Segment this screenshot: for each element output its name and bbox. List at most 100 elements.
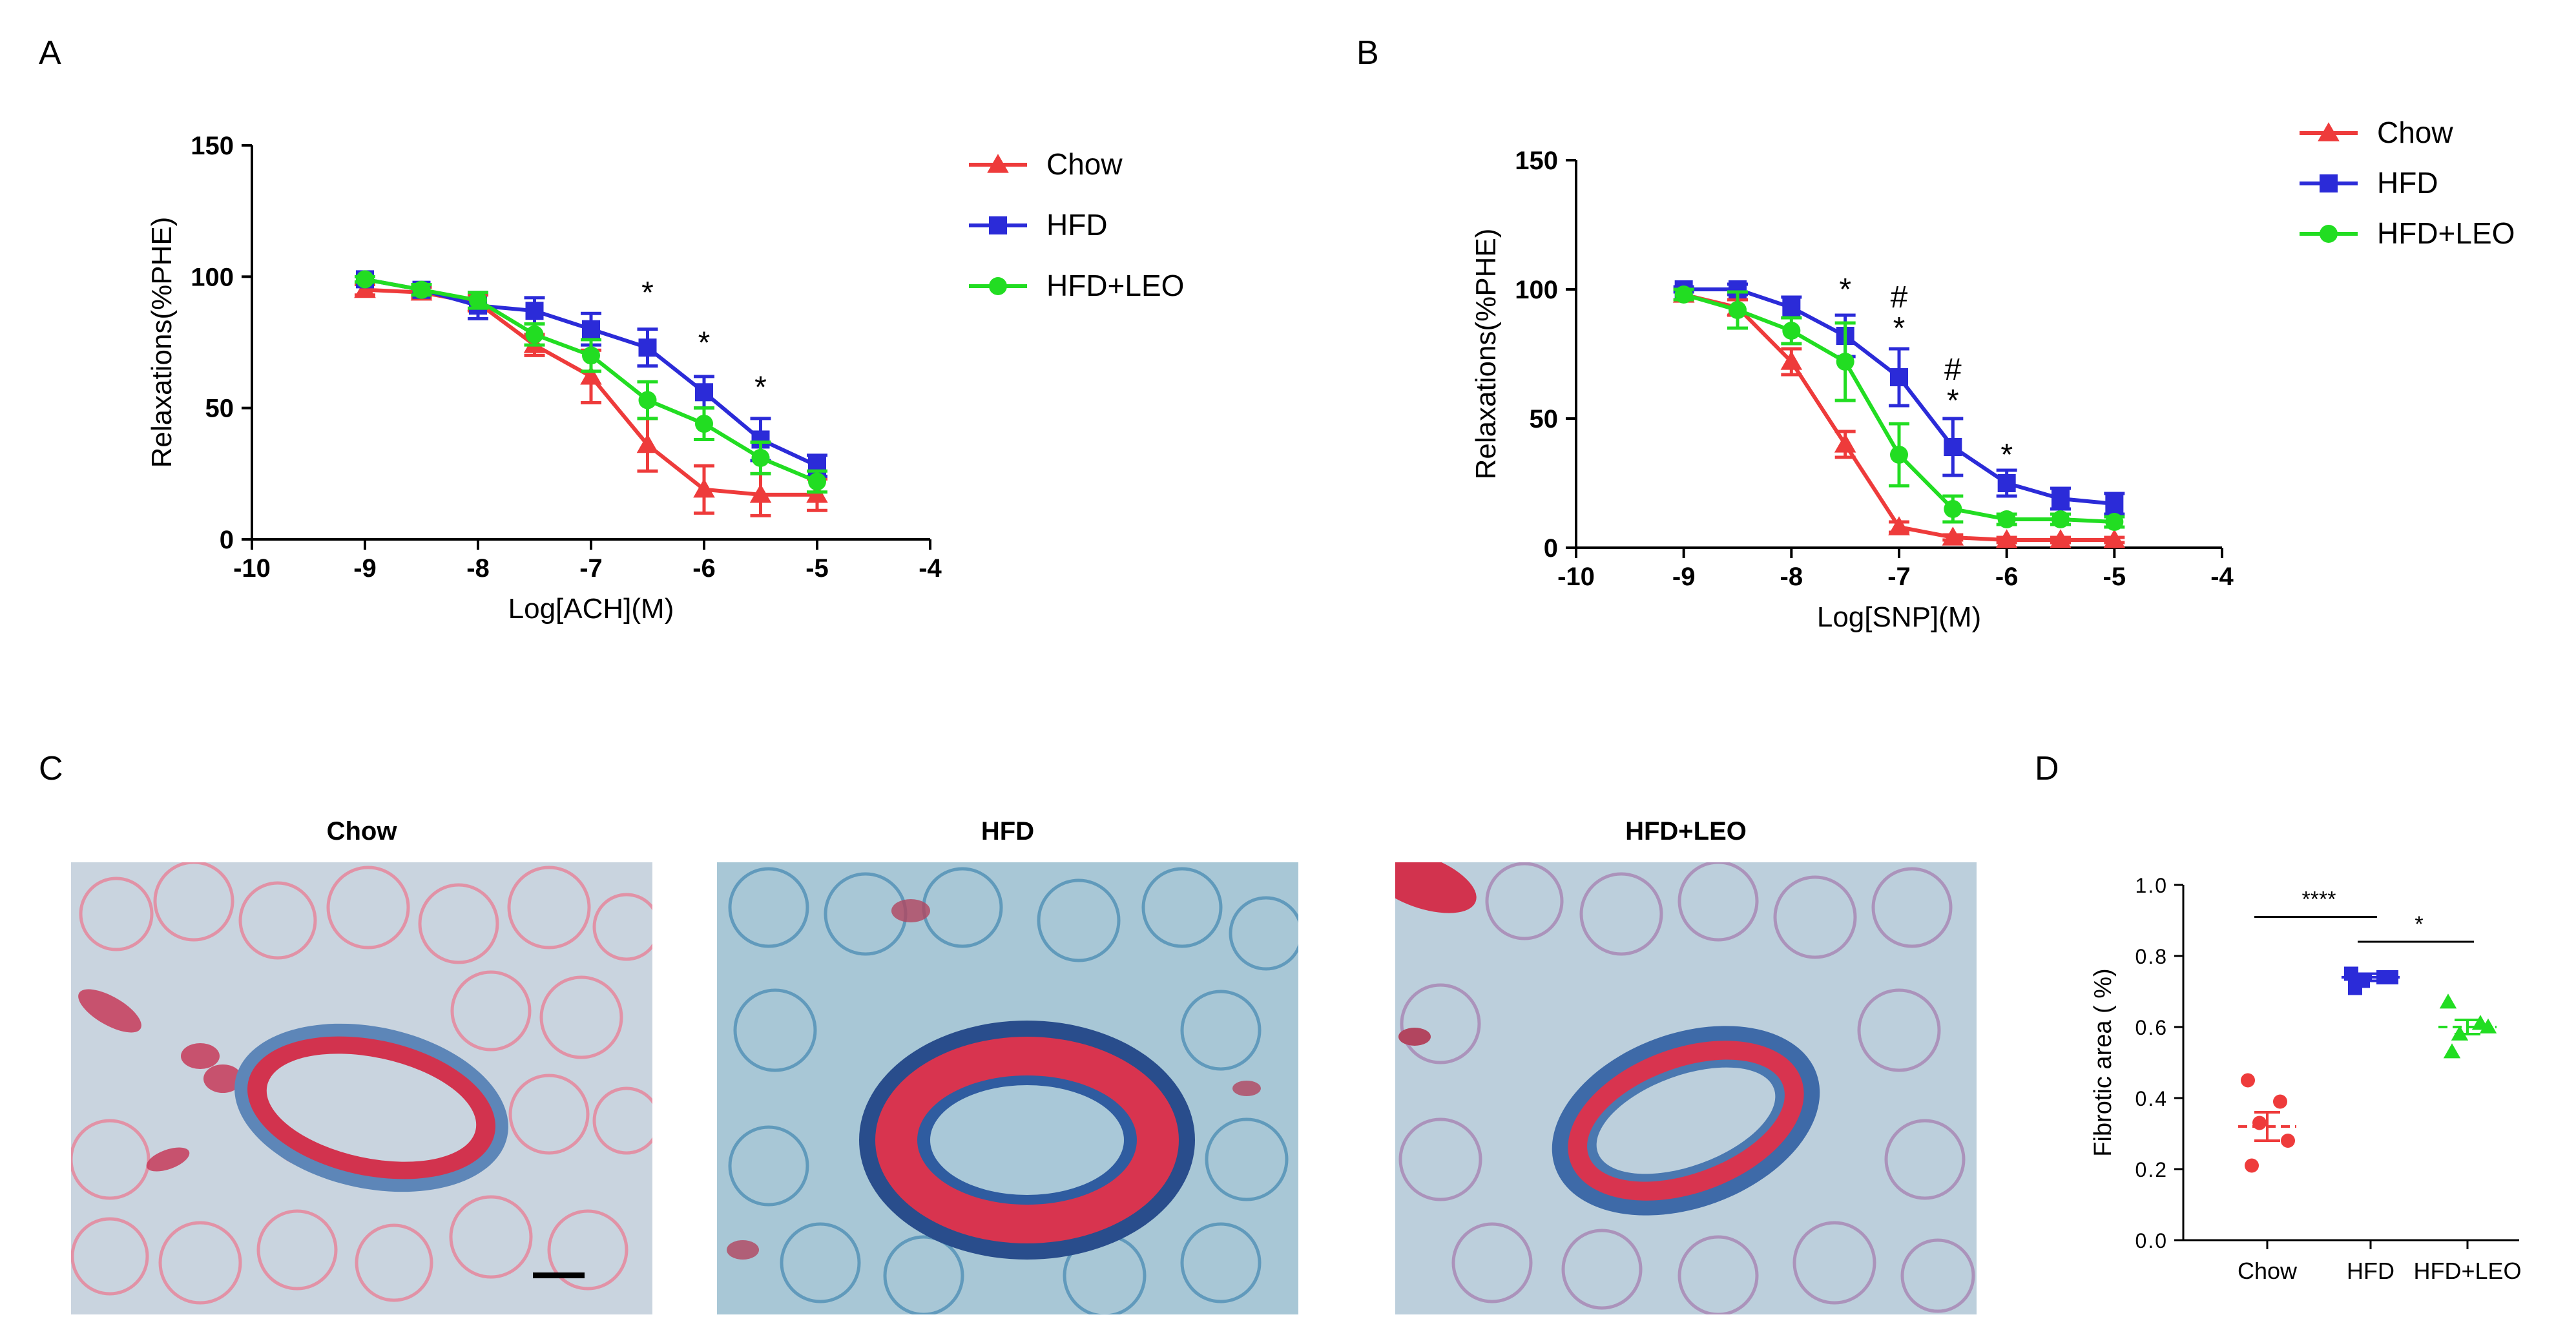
data-point-hfd_leo xyxy=(1674,285,1693,304)
y-tick-label: 50 xyxy=(1530,405,1559,433)
data-point-chow xyxy=(2103,529,2126,548)
data-point-hfd xyxy=(1944,438,1962,456)
data-point-chow xyxy=(693,478,715,498)
y-tick-label: 100 xyxy=(191,263,234,291)
data-point-chow xyxy=(2245,1158,2259,1173)
data-point-chow xyxy=(2273,1094,2287,1109)
x-tick-label: HFD xyxy=(2347,1258,2394,1284)
data-point-hfd_leo xyxy=(1782,322,1801,340)
data-point-hfd xyxy=(525,302,544,320)
data-point-chow xyxy=(1834,433,1856,453)
significance-mark: **** xyxy=(2302,887,2336,912)
legend-marker-chow xyxy=(987,154,1009,173)
chart-b-snp-relaxation: 0 50 100 150 -10 -9 -8 -7 -6 -5 -4 Log[SNP](M) Relax… xyxy=(1470,116,2515,633)
panel-letter-d: D xyxy=(2035,750,2059,787)
data-point-chow xyxy=(580,366,602,385)
x-axis-label: Log[ACH](M) xyxy=(508,593,674,625)
data-point-hfd xyxy=(695,383,713,402)
chart-d-fibrotic-area: 0.0 0.2 0.4 0.6 0.8 1.0 Chow HFD HFD+LEO Fibrotic… xyxy=(2090,874,2522,1284)
y-tick-label: 150 xyxy=(191,132,234,160)
data-point-hfd_leo xyxy=(2051,510,2070,528)
data-point-hfd xyxy=(638,338,657,357)
data-point-hfd_leo xyxy=(751,448,770,467)
data-point-chow xyxy=(354,278,376,298)
data-point-hfd_leo xyxy=(1997,510,2016,528)
y-tick-label: 150 xyxy=(1515,147,1558,175)
significance-mark: # xyxy=(1891,280,1908,315)
data-point-hfd xyxy=(2105,495,2124,513)
data-point-hfd xyxy=(1890,368,1908,386)
chart-a-ach-relaxation: 0 50 100 150 -10 -9 -8 -7 -6 -5 -4 Log[ACH](M) Relax… xyxy=(146,132,1184,625)
legend-marker-hfd_leo xyxy=(2320,225,2338,243)
histology-title-hfd-leo: HFD+LEO xyxy=(1625,817,1747,846)
data-point-chow xyxy=(2050,529,2072,548)
data-point-hfd xyxy=(2348,981,2362,995)
data-point-chow xyxy=(2241,1073,2255,1088)
data-point-hfd_leo xyxy=(525,325,544,344)
data-point-hfd_leo xyxy=(2439,993,2457,1009)
x-tick-label: -5 xyxy=(2103,563,2126,591)
data-point-chow xyxy=(636,433,659,453)
scale-bar xyxy=(533,1272,585,1278)
data-point-hfd xyxy=(1997,474,2016,492)
y-tick-label: 0.2 xyxy=(2135,1158,2168,1181)
data-point-chow xyxy=(1780,351,1803,370)
significance-mark: * xyxy=(2000,438,2013,472)
data-point-hfd_leo xyxy=(412,280,431,299)
x-axis-label: Log[SNP](M) xyxy=(1817,601,1981,633)
y-tick-label: 0.8 xyxy=(2135,945,2168,968)
y-tick-label: 1.0 xyxy=(2135,874,2168,897)
legend-marker-hfd xyxy=(2320,174,2338,192)
x-tick-label: HFD+LEO xyxy=(2413,1258,2521,1284)
x-tick-label: -7 xyxy=(579,554,603,583)
data-point-hfd xyxy=(2051,490,2070,508)
histology-image-hfd-leo xyxy=(1395,862,1977,1314)
x-tick-label: -10 xyxy=(233,554,271,583)
data-point-hfd_leo xyxy=(1729,301,1747,319)
data-point-hfd_leo xyxy=(1944,500,1962,518)
significance-mark: * xyxy=(698,326,711,360)
data-point-hfd xyxy=(582,320,600,338)
significance-mark: * xyxy=(641,276,654,310)
x-tick-label: -7 xyxy=(1887,563,1911,591)
legend-label-chow: Chow xyxy=(1046,147,1123,181)
data-point-chow xyxy=(1995,529,2018,548)
histology-title-hfd: HFD xyxy=(981,817,1035,846)
panel-letter-c: C xyxy=(39,750,63,787)
legend-marker-hfd_leo xyxy=(989,277,1007,295)
legend-label-chow: Chow xyxy=(2377,116,2453,149)
data-point-hfd_leo xyxy=(2105,513,2124,531)
data-point-hfd_leo xyxy=(356,270,374,289)
significance-mark: * xyxy=(1893,311,1906,346)
data-point-hfd_leo xyxy=(2443,1043,2461,1059)
y-axis-label: Relaxations(%PHE) xyxy=(1470,229,1502,480)
data-point-hfd_leo xyxy=(695,415,713,433)
y-tick-label: 0.0 xyxy=(2135,1229,2168,1252)
data-point-hfd_leo xyxy=(638,391,657,410)
data-point-hfd xyxy=(1782,298,1801,317)
x-tick-label: -9 xyxy=(1672,563,1696,591)
data-point-hfd_leo xyxy=(808,472,826,491)
x-tick-label: -6 xyxy=(692,554,716,583)
legend-label-hfd_leo: HFD+LEO xyxy=(1046,269,1184,302)
significance-mark: * xyxy=(754,370,767,404)
significance-mark: * xyxy=(1839,273,1851,307)
panel-letter-b: B xyxy=(1356,34,1379,72)
legend-marker-chow xyxy=(2318,122,2340,141)
significance-mark: # xyxy=(1944,353,1962,387)
y-tick-label: 100 xyxy=(1515,276,1558,304)
data-point-chow xyxy=(749,484,772,503)
x-tick-label: -5 xyxy=(805,554,829,583)
legend-label-hfd: HFD xyxy=(2377,166,2438,200)
x-tick-label: -10 xyxy=(1557,563,1595,591)
x-tick-label: -4 xyxy=(2210,563,2234,591)
data-point-hfd_leo xyxy=(582,346,600,365)
legend-label-hfd: HFD xyxy=(1046,208,1108,242)
data-point-chow xyxy=(1942,526,1964,546)
histology-title-chow: Chow xyxy=(326,817,397,846)
data-point-chow xyxy=(1888,516,1910,535)
y-tick-label: 0 xyxy=(1544,534,1558,563)
histology-image-hfd xyxy=(717,862,1298,1314)
y-axis-label: Relaxations(%PHE) xyxy=(146,217,178,468)
histology-image-chow xyxy=(71,862,652,1314)
